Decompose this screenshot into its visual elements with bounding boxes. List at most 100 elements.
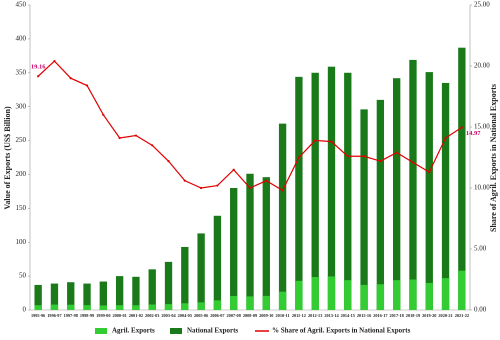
- y2-tick-label: 10.00: [474, 184, 490, 192]
- bar: [115, 276, 124, 310]
- bar: [327, 66, 336, 310]
- x-tick-label: 2000-01: [112, 313, 126, 318]
- bar: [262, 295, 270, 310]
- y-tick-label: 100: [16, 238, 27, 246]
- x-tick-label: 2007-08: [227, 313, 241, 318]
- bar: [99, 281, 107, 310]
- x-tick-label: 2010-11: [276, 313, 290, 318]
- bar: [278, 123, 287, 310]
- y2-tick-label: 0.00: [474, 306, 487, 314]
- bar: [360, 109, 368, 310]
- bar: [409, 279, 417, 310]
- bar: [164, 261, 173, 310]
- line-marker: [102, 113, 105, 116]
- x-tick-label: 2012-13: [308, 313, 322, 318]
- bar: [213, 300, 222, 310]
- bar: [230, 295, 238, 310]
- y-tick-label: 0: [23, 306, 27, 314]
- bar: [230, 188, 238, 310]
- line-marker: [314, 139, 317, 142]
- bar: [393, 280, 401, 310]
- x-tick-label: 2001-02: [129, 313, 143, 318]
- line-marker: [281, 189, 284, 192]
- x-tick-label: 2018-19: [406, 313, 420, 318]
- x-tick-label: 1995-96: [31, 313, 46, 318]
- bar: [50, 304, 59, 310]
- x-tick-label: 2015-16: [357, 313, 372, 318]
- line-marker: [151, 144, 154, 147]
- bar: [360, 284, 368, 310]
- x-tick-label: 2014-15: [341, 313, 355, 318]
- bar: [458, 270, 466, 310]
- y-tick-label: 50: [19, 272, 27, 280]
- x-tick-label: 1997-98: [64, 313, 78, 318]
- legend-label: % Share of Agril. Exports in National Ex…: [272, 327, 411, 335]
- line-marker: [248, 186, 252, 190]
- bar: [311, 276, 319, 310]
- x-tick-label: 2005-06: [194, 313, 209, 318]
- bar: [278, 291, 287, 310]
- y-tick-label: 250: [16, 136, 27, 144]
- bar: [458, 47, 466, 310]
- bar: [67, 304, 75, 310]
- bar: [311, 72, 319, 311]
- bar: [327, 276, 336, 310]
- bar: [213, 215, 222, 310]
- bar: [393, 78, 401, 310]
- x-tick-label: 2017-18: [390, 313, 404, 318]
- x-tick-label: 1999-00: [96, 313, 110, 318]
- x-tick-label: 2013-14: [324, 313, 339, 318]
- line-marker: [37, 75, 40, 78]
- data-label: 14.97: [466, 130, 481, 137]
- y2-axis-label: Share of Agril. Exports in National Expo…: [489, 84, 498, 232]
- bar: [99, 305, 107, 310]
- x-tick-label: 2009-10: [259, 313, 273, 318]
- bar: [409, 59, 417, 311]
- line-marker: [330, 140, 333, 143]
- line-marker: [200, 186, 203, 190]
- line-marker: [265, 179, 268, 182]
- bar: [34, 305, 42, 310]
- bar: [295, 76, 303, 310]
- x-tick-label: 2016-17: [373, 313, 388, 318]
- bar: [344, 280, 352, 310]
- line-marker: [362, 155, 366, 158]
- bar: [83, 305, 91, 310]
- bar: [441, 278, 450, 310]
- data-label: 19.16: [31, 64, 46, 71]
- legend-label: National Exports: [187, 327, 238, 335]
- bar: [262, 177, 270, 310]
- x-tick-label: 2003-04: [161, 313, 176, 318]
- x-tick-label: 2002-03: [145, 313, 159, 318]
- line-marker: [232, 168, 235, 171]
- y-tick-label: 350: [16, 68, 27, 76]
- x-tick-label: 2019-20: [422, 313, 436, 318]
- bar: [148, 269, 156, 310]
- x-tick-label: 2020-21: [438, 313, 452, 318]
- line-marker: [167, 160, 170, 163]
- bar: [67, 282, 75, 310]
- line-marker: [216, 184, 219, 187]
- x-tick-label: 2004-05: [178, 313, 192, 318]
- legend-swatch: [170, 328, 182, 334]
- line-marker: [379, 160, 382, 163]
- bar: [295, 280, 303, 310]
- y-tick-label: 400: [16, 34, 27, 42]
- bar: [197, 233, 205, 310]
- bar: [441, 82, 450, 310]
- line-marker: [346, 155, 349, 158]
- line-marker: [134, 134, 138, 137]
- line-marker: [183, 179, 186, 182]
- bar: [83, 283, 91, 310]
- line-marker: [53, 60, 56, 63]
- x-tick-label: 2011-12: [292, 313, 306, 318]
- bar: [132, 276, 140, 310]
- bar: [376, 284, 385, 310]
- x-tick-label: 2006-07: [210, 313, 225, 318]
- line-marker: [85, 84, 89, 87]
- y-tick-label: 300: [16, 102, 27, 110]
- bar: [115, 305, 124, 310]
- line-marker: [395, 151, 398, 154]
- bar: [148, 304, 156, 310]
- line-marker: [69, 77, 72, 80]
